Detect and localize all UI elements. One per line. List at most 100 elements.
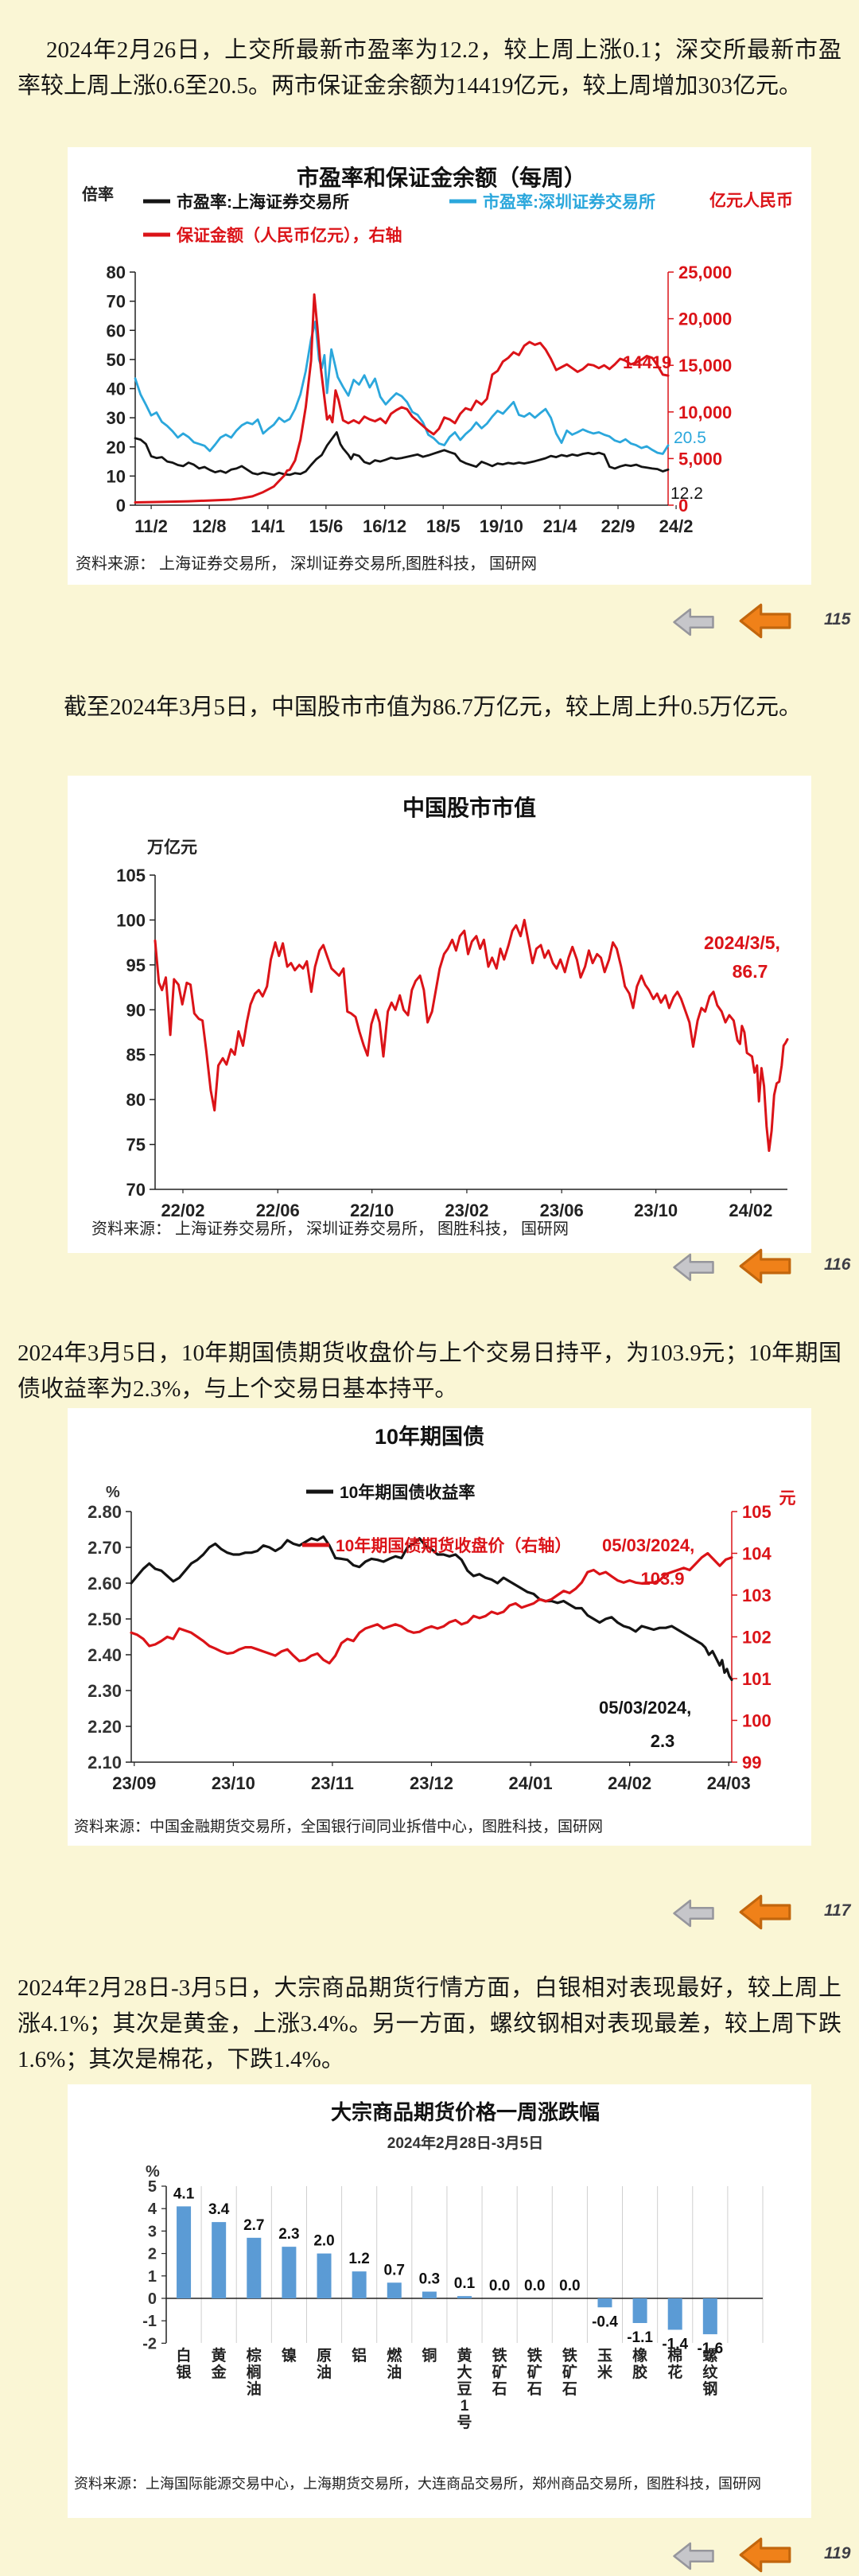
chart-pe-and-margin-panel: 80 70 60 50 40 30 20 10 0 25,000 20,000 15,000 10,00… [68, 147, 811, 585]
chart-commodities-panel: 5 4 3 2 1 0 -1 -2 4.1 白银 3.4 黄金 2.7 棕榈油 2.3 镍 2.0 原油 1.2 铝 0… [68, 2084, 811, 2518]
svg-text:16/12: 16/12 [363, 516, 406, 536]
svg-text:5: 5 [148, 2178, 157, 2196]
nav-row-3: 117 [0, 1892, 859, 1933]
svg-text:2.40: 2.40 [87, 1645, 122, 1665]
svg-text:2024/3/5,: 2024/3/5, [704, 932, 780, 953]
paragraph-market-cap: 截至2024年3月5日，中国股市市值为86.7万亿元，较上周上升0.5万亿元。 [64, 695, 803, 720]
svg-text:23/06: 23/06 [540, 1200, 584, 1220]
back-arrow-gray-icon[interactable] [672, 607, 715, 637]
svg-text:10年期国债收益率: 10年期国债收益率 [340, 1483, 475, 1502]
svg-text:2.0: 2.0 [313, 2233, 334, 2250]
svg-text:60: 60 [107, 321, 126, 340]
svg-text:棉花: 棉花 [667, 2346, 682, 2381]
svg-text:105: 105 [116, 866, 146, 885]
svg-text:102: 102 [742, 1628, 772, 1648]
svg-text:23/10: 23/10 [634, 1200, 678, 1220]
svg-text:市盈率:上海证券交易所: 市盈率:上海证券交易所 [177, 193, 349, 212]
page-number: 117 [824, 1901, 851, 1920]
svg-text:75: 75 [126, 1135, 146, 1155]
svg-text:50: 50 [107, 350, 126, 370]
svg-text:铁矿石: 铁矿石 [562, 2346, 577, 2398]
nav-row-1: 115 [0, 601, 859, 642]
commodities-bar-chart: 5 4 3 2 1 0 -1 -2 4.1 白银 3.4 黄金 2.7 棕榈油 2.3 镍 2.0 原油 1.2 铝 0… [74, 2100, 764, 2492]
svg-text:10年期国债期货收盘价（右轴）: 10年期国债期货收盘价（右轴） [336, 1536, 571, 1555]
svg-text:原油: 原油 [317, 2348, 332, 2381]
page-number: 115 [824, 610, 851, 628]
svg-text:24/03: 24/03 [707, 1773, 751, 1793]
back-arrow-gray-icon[interactable] [672, 1898, 715, 1928]
pe-and-margin-chart: 80 70 60 50 40 30 20 10 0 25,000 20,000 15,000 10,00… [76, 165, 793, 573]
svg-text:90: 90 [126, 1000, 146, 1020]
svg-text:2.3: 2.3 [651, 1731, 675, 1751]
svg-text:市盈率和保证金余额（每周）: 市盈率和保证金余额（每周） [297, 165, 586, 190]
svg-text:2.50: 2.50 [87, 1609, 122, 1629]
svg-text:12/8: 12/8 [192, 516, 227, 536]
svg-text:-1: -1 [142, 2313, 157, 2330]
svg-text:%: % [146, 2163, 160, 2181]
svg-text:保证金额（人民币亿元），右轴: 保证金额（人民币亿元），右轴 [176, 226, 402, 245]
svg-text:70: 70 [107, 292, 126, 312]
paragraph-pe-margin: 2024年2月26日，上交所最新市盈率为12.2，较上周上涨0.1；深交所最新市… [17, 37, 842, 99]
svg-text:24/02: 24/02 [729, 1200, 772, 1220]
svg-text:资料来源：上海国际能源交易中心，上海期货交易所，大连商品交易: 资料来源：上海国际能源交易中心，上海期货交易所，大连商品交易所，郑州商品交易所，… [74, 2476, 761, 2492]
svg-text:15,000: 15,000 [678, 356, 732, 376]
svg-text:40: 40 [107, 379, 126, 399]
svg-text:05/03/2024,: 05/03/2024, [599, 1698, 691, 1718]
svg-text:2.20: 2.20 [87, 1717, 122, 1737]
svg-text:-1.1: -1.1 [627, 2329, 653, 2346]
svg-text:70: 70 [126, 1180, 146, 1200]
svg-text:铁矿石: 铁矿石 [492, 2346, 507, 2398]
svg-text:1: 1 [148, 2268, 157, 2286]
svg-text:大宗商品期货价格一周涨跌幅: 大宗商品期货价格一周涨跌幅 [331, 2100, 600, 2124]
svg-text:铝: 铝 [352, 2346, 367, 2364]
back-arrow-orange-icon[interactable] [738, 1893, 792, 1931]
svg-text:玉米: 玉米 [597, 2348, 613, 2381]
market-cap-chart: 105 100 95 90 85 80 75 70 22/02 22/06 22/10 23/02 23… [91, 795, 789, 1238]
svg-text:4.1: 4.1 [173, 2185, 195, 2202]
svg-text:05/03/2024,: 05/03/2024, [602, 1535, 694, 1555]
svg-text:0.3: 0.3 [419, 2271, 440, 2288]
svg-text:0.7: 0.7 [384, 2262, 405, 2278]
svg-text:24/01: 24/01 [509, 1773, 553, 1793]
svg-text:104: 104 [742, 1544, 772, 1564]
svg-text:20,000: 20,000 [678, 309, 732, 329]
back-arrow-orange-icon[interactable] [738, 602, 792, 640]
svg-text:95: 95 [126, 955, 146, 975]
svg-text:%: % [106, 1484, 120, 1501]
svg-text:2.3: 2.3 [278, 2226, 299, 2243]
svg-text:0: 0 [116, 496, 126, 516]
nav-row-2: 116 [0, 1246, 859, 1287]
svg-text:99: 99 [742, 1753, 761, 1772]
svg-text:市盈率:深圳证券交易所: 市盈率:深圳证券交易所 [483, 193, 655, 212]
back-arrow-orange-icon[interactable] [738, 2536, 792, 2574]
svg-text:20: 20 [107, 438, 126, 457]
svg-text:21/4: 21/4 [543, 516, 578, 536]
back-arrow-gray-icon[interactable] [672, 1252, 715, 1282]
back-arrow-gray-icon[interactable] [672, 2541, 715, 2571]
svg-text:10,000: 10,000 [678, 403, 732, 422]
svg-text:2.30: 2.30 [87, 1681, 122, 1701]
svg-text:资料来源：中国金融期货交易所，全国银行间同业拆借中心，图胜科: 资料来源：中国金融期货交易所，全国银行间同业拆借中心，图胜科技，国研网 [74, 1818, 603, 1835]
page-number: 119 [824, 2544, 851, 2562]
svg-text:-0.4: -0.4 [592, 2313, 618, 2330]
svg-text:倍率: 倍率 [82, 185, 114, 204]
svg-text:资料来源： 上海证券交易所， 深圳证券交易所， 图胜科技，: 资料来源： 上海证券交易所， 深圳证券交易所， 图胜科技， 国研网 [91, 1220, 569, 1238]
svg-text:燃油: 燃油 [387, 2346, 402, 2381]
svg-text:24/2: 24/2 [659, 516, 694, 536]
svg-text:0.0: 0.0 [559, 2278, 580, 2294]
svg-text:5,000: 5,000 [678, 449, 722, 469]
svg-text:0.0: 0.0 [489, 2278, 510, 2294]
svg-text:86.7: 86.7 [733, 961, 768, 982]
svg-text:螺纹钢: 螺纹钢 [702, 2347, 718, 2398]
back-arrow-orange-icon[interactable] [738, 1247, 792, 1285]
svg-text:镍: 镍 [282, 2346, 297, 2364]
svg-text:18/5: 18/5 [426, 516, 461, 536]
svg-text:80: 80 [126, 1090, 146, 1110]
chart-treasury-panel: 2.80 2.70 2.60 2.50 2.40 2.30 2.20 2.10 105 104 10… [68, 1408, 811, 1846]
svg-text:棕榈油: 棕榈油 [247, 2346, 262, 2398]
svg-text:23/09: 23/09 [112, 1773, 156, 1793]
svg-text:24/02: 24/02 [608, 1773, 651, 1793]
svg-text:22/02: 22/02 [161, 1200, 204, 1220]
svg-text:2: 2 [148, 2246, 157, 2263]
